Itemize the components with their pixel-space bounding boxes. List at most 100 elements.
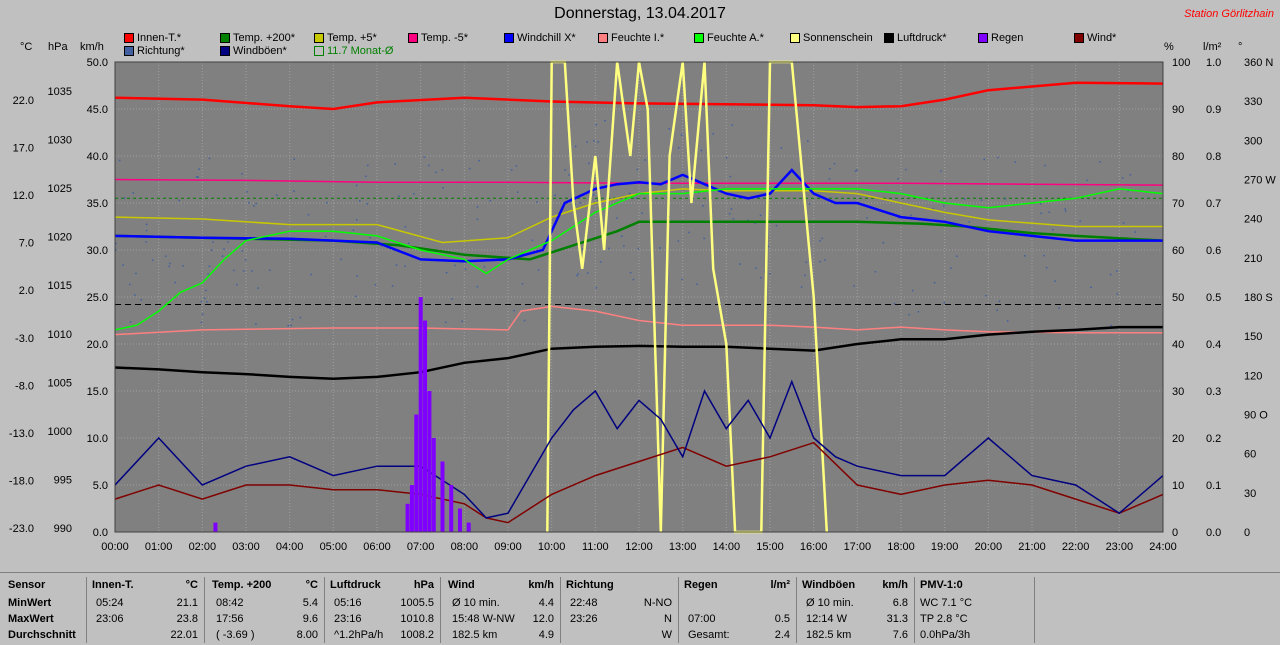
tick-label-hpa: 1035 [48,86,72,98]
direction-point [468,167,471,170]
direction-point [1121,177,1124,179]
direction-point [824,259,826,261]
tick-label-time: 04:00 [276,541,304,553]
direction-point [593,140,595,142]
tick-label-degree: 30 [1244,488,1256,500]
direction-point [1039,203,1042,205]
tick-label-percent: 50 [1172,292,1184,304]
direction-point [404,226,407,228]
direction-point [476,218,479,221]
tick-label-celsius: -18.0 [9,475,34,487]
tick-label-percent: 40 [1172,339,1184,351]
direction-point [1006,320,1009,322]
tick-label-rain: 0.5 [1206,292,1221,304]
direction-point [355,218,358,221]
direction-point [808,203,811,205]
stats-cell: 07:00 [688,613,716,625]
stats-col-col5: Wind km/h Ø 10 min. 4.4 15:48 W-NW 12.0 182.5 … [442,577,561,643]
direction-point [394,163,397,165]
direction-point [129,321,132,323]
legend-label: Windchill X* [517,32,576,44]
tick-label-celsius: -13.0 [9,428,34,440]
rain-bar [427,391,432,532]
stats-cell: 17:56 [216,613,244,625]
tick-label-hpa: 1030 [48,135,72,147]
stats-col-col6: Richtung 22:48 N-NO 23:26 N W [560,577,679,643]
direction-point [1110,324,1113,327]
direction-point [1129,174,1132,176]
direction-point [1004,198,1006,200]
tick-label-hpa: 1015 [48,280,72,292]
tick-label-time: 03:00 [232,541,260,553]
series-line-feuchte-i [114,305,1163,336]
stats-cell: 05:16 [334,597,362,609]
direction-point [882,241,885,244]
series-line-windb-en [114,379,1164,519]
direction-point [290,324,292,327]
direction-point [1127,190,1129,192]
direction-point [483,265,486,268]
stats-row-label: Durchschnitt [8,629,76,641]
direction-point [582,248,584,250]
stats-cell: Ø 10 min. [806,597,854,609]
direction-point [391,285,394,287]
direction-point [255,202,257,205]
direction-point [632,278,635,281]
direction-point [461,320,463,323]
stats-cell: 4.9 [538,629,554,641]
direction-point [169,262,171,265]
stats-cell: 23:26 [570,613,598,625]
direction-point [1024,255,1026,257]
tick-label-rain: 0.4 [1206,339,1221,351]
stats-cell: °C [185,579,198,591]
legend-label: Regen [991,32,1024,44]
stats-cell: °C [305,579,318,591]
direction-point [637,247,639,250]
tick-label-kmh: 20.0 [87,339,108,351]
series-line-innen-t [114,81,1164,111]
direction-point [464,268,467,270]
tick-label-time: 19:00 [931,541,959,553]
direction-point [123,197,126,199]
direction-point [145,241,147,243]
series-line-sonnenschein [546,60,829,534]
direction-point [118,159,121,162]
stats-cell: 08:42 [216,597,244,609]
direction-point [537,269,540,271]
rain-bar [213,522,218,532]
direction-point [985,295,987,297]
direction-point [454,264,456,267]
direction-point [576,274,578,277]
direction-point [307,213,310,216]
direction-point [730,208,733,210]
tick-label-celsius: -23.0 [9,523,34,535]
direction-point [897,178,899,180]
direction-point [905,168,907,171]
direction-point [1090,286,1092,288]
direction-point [1052,229,1054,231]
direction-point [244,259,247,261]
direction-point [210,249,213,252]
tick-label-hpa: 1000 [48,426,72,438]
direction-point [893,302,896,305]
tick-label-celsius: -3.0 [15,333,34,345]
series-line-windchill-x [114,168,1163,263]
axis-unit-left: hPa [48,41,68,53]
direction-point [208,265,211,268]
tick-label-time: 23:00 [1106,541,1134,553]
tick-label-kmh: 30.0 [87,245,108,257]
direction-point [732,218,735,220]
tick-label-time: 12:00 [625,541,653,553]
direction-point [911,289,914,292]
legend-swatch [124,33,134,43]
legend-label: Windböen* [233,45,287,57]
direction-point [257,287,260,289]
stats-cell: 0.5 [774,613,790,625]
direction-point [821,237,823,240]
direction-point [807,140,809,142]
direction-point [688,231,690,234]
tick-label-time: 18:00 [887,541,915,553]
tick-label-celsius: 7.0 [19,238,34,250]
stats-panel: Sensor MinWert MaxWert Durchschnitt Inne… [0,572,1280,645]
direction-point [523,319,526,322]
